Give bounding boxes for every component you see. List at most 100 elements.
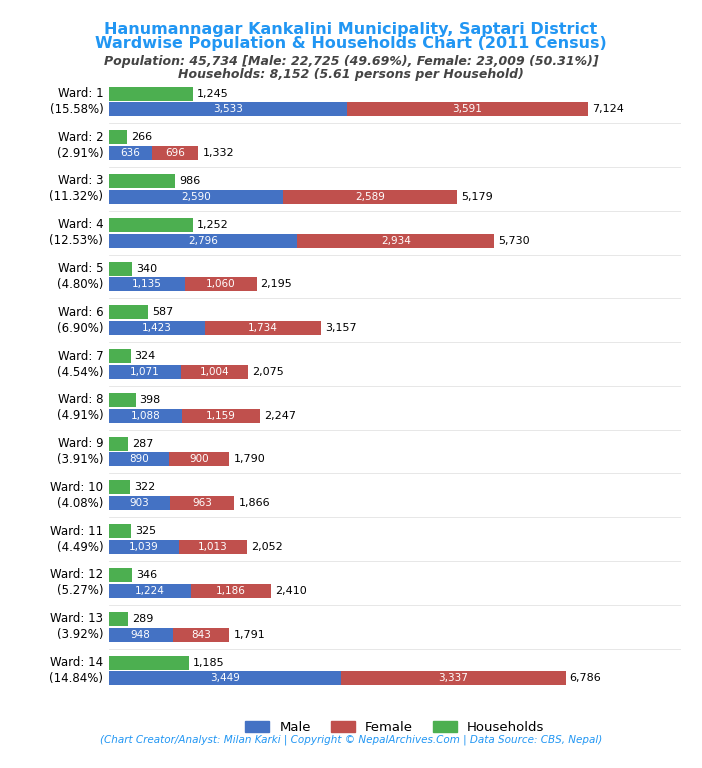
Text: 1,088: 1,088	[131, 411, 160, 421]
Bar	[341, 671, 566, 685]
Bar	[109, 146, 152, 160]
Text: 2,052: 2,052	[251, 542, 283, 552]
Text: 2,075: 2,075	[253, 367, 284, 377]
Text: 1,332: 1,332	[202, 148, 234, 158]
Text: 696: 696	[165, 148, 185, 158]
Text: 5,179: 5,179	[461, 192, 494, 202]
Bar	[297, 233, 494, 247]
Text: 1,186: 1,186	[216, 586, 246, 596]
Text: 346: 346	[136, 570, 157, 580]
Text: 587: 587	[152, 307, 173, 317]
Text: 3,533: 3,533	[213, 104, 243, 114]
Text: 325: 325	[135, 526, 156, 536]
Bar	[109, 525, 131, 538]
Bar	[109, 218, 193, 232]
Text: 986: 986	[179, 176, 201, 186]
Bar	[109, 496, 170, 510]
Bar	[109, 437, 128, 451]
Text: 3,449: 3,449	[210, 674, 240, 684]
Text: 1,159: 1,159	[206, 411, 236, 421]
Text: 1,245: 1,245	[197, 88, 228, 98]
Text: 3,157: 3,157	[325, 323, 357, 333]
Bar	[182, 409, 260, 422]
Bar	[109, 584, 191, 598]
Text: 6,786: 6,786	[569, 674, 602, 684]
Text: 1,866: 1,866	[239, 498, 270, 508]
Text: 903: 903	[129, 498, 149, 508]
Bar	[283, 190, 458, 204]
Text: 963: 963	[192, 498, 212, 508]
Bar	[109, 568, 132, 582]
Bar	[109, 365, 181, 379]
Text: 900: 900	[190, 455, 208, 465]
Text: 1,252: 1,252	[197, 220, 229, 230]
Text: 398: 398	[140, 395, 161, 405]
Text: 1,224: 1,224	[135, 586, 165, 596]
Text: 2,934: 2,934	[380, 236, 411, 246]
Text: 2,589: 2,589	[355, 192, 385, 202]
Bar	[191, 584, 271, 598]
Text: 289: 289	[132, 614, 154, 624]
Bar	[109, 306, 148, 319]
Bar	[181, 365, 249, 379]
Bar	[204, 321, 322, 335]
Text: 1,039: 1,039	[129, 542, 159, 552]
Text: Wardwise Population & Households Chart (2011 Census): Wardwise Population & Households Chart (…	[95, 36, 607, 51]
Text: 2,590: 2,590	[181, 192, 211, 202]
Text: 843: 843	[191, 630, 211, 640]
Text: 2,410: 2,410	[275, 586, 307, 596]
Text: 1,790: 1,790	[233, 455, 265, 465]
Bar	[109, 627, 173, 641]
Bar	[109, 452, 168, 466]
Text: 2,195: 2,195	[260, 280, 292, 290]
Bar	[109, 233, 297, 247]
Text: (Chart Creator/Analyst: Milan Karki | Copyright © NepalArchives.Com | Data Sourc: (Chart Creator/Analyst: Milan Karki | Co…	[100, 734, 602, 745]
Text: 1,185: 1,185	[192, 657, 224, 667]
Bar	[347, 102, 588, 116]
Bar	[109, 612, 128, 626]
Text: 322: 322	[135, 482, 156, 492]
Text: 5,730: 5,730	[498, 236, 530, 246]
Text: Hanumannagar Kankalini Municipality, Saptari District: Hanumannagar Kankalini Municipality, Sap…	[105, 22, 597, 37]
Text: Households: 8,152 (5.61 persons per Household): Households: 8,152 (5.61 persons per Hous…	[178, 68, 524, 81]
Text: 1,071: 1,071	[130, 367, 160, 377]
Bar	[152, 146, 199, 160]
Text: 3,337: 3,337	[438, 674, 468, 684]
Bar	[170, 496, 234, 510]
Text: Population: 45,734 [Male: 22,725 (49.69%), Female: 23,009 (50.31%)]: Population: 45,734 [Male: 22,725 (49.69%…	[104, 55, 598, 68]
Text: 948: 948	[131, 630, 151, 640]
Bar	[185, 277, 256, 291]
Text: 1,004: 1,004	[200, 367, 230, 377]
Text: 2,247: 2,247	[264, 411, 296, 421]
Text: 3,591: 3,591	[453, 104, 482, 114]
Bar	[109, 393, 135, 407]
Text: 266: 266	[131, 132, 152, 142]
Bar	[109, 174, 176, 188]
Text: 1,135: 1,135	[132, 280, 162, 290]
Bar	[168, 452, 230, 466]
Text: 1,423: 1,423	[142, 323, 171, 333]
Text: 1,734: 1,734	[248, 323, 278, 333]
Bar	[109, 671, 341, 685]
Bar	[109, 349, 131, 363]
Bar	[109, 190, 283, 204]
Text: 1,791: 1,791	[233, 630, 265, 640]
Text: 1,060: 1,060	[206, 280, 236, 290]
Bar	[109, 540, 179, 554]
Text: 324: 324	[135, 351, 156, 361]
Bar	[109, 409, 182, 422]
Bar	[179, 540, 247, 554]
Bar	[109, 321, 204, 335]
Bar	[109, 102, 347, 116]
Text: 1,013: 1,013	[198, 542, 227, 552]
Bar	[109, 481, 131, 495]
Bar	[109, 277, 185, 291]
Bar	[109, 656, 189, 670]
Text: 636: 636	[120, 148, 140, 158]
Text: 890: 890	[129, 455, 149, 465]
Text: 340: 340	[135, 263, 157, 273]
Legend: Male, Female, Households: Male, Female, Households	[240, 715, 550, 740]
Bar	[109, 262, 132, 276]
Text: 2,796: 2,796	[188, 236, 218, 246]
Text: 7,124: 7,124	[592, 104, 624, 114]
